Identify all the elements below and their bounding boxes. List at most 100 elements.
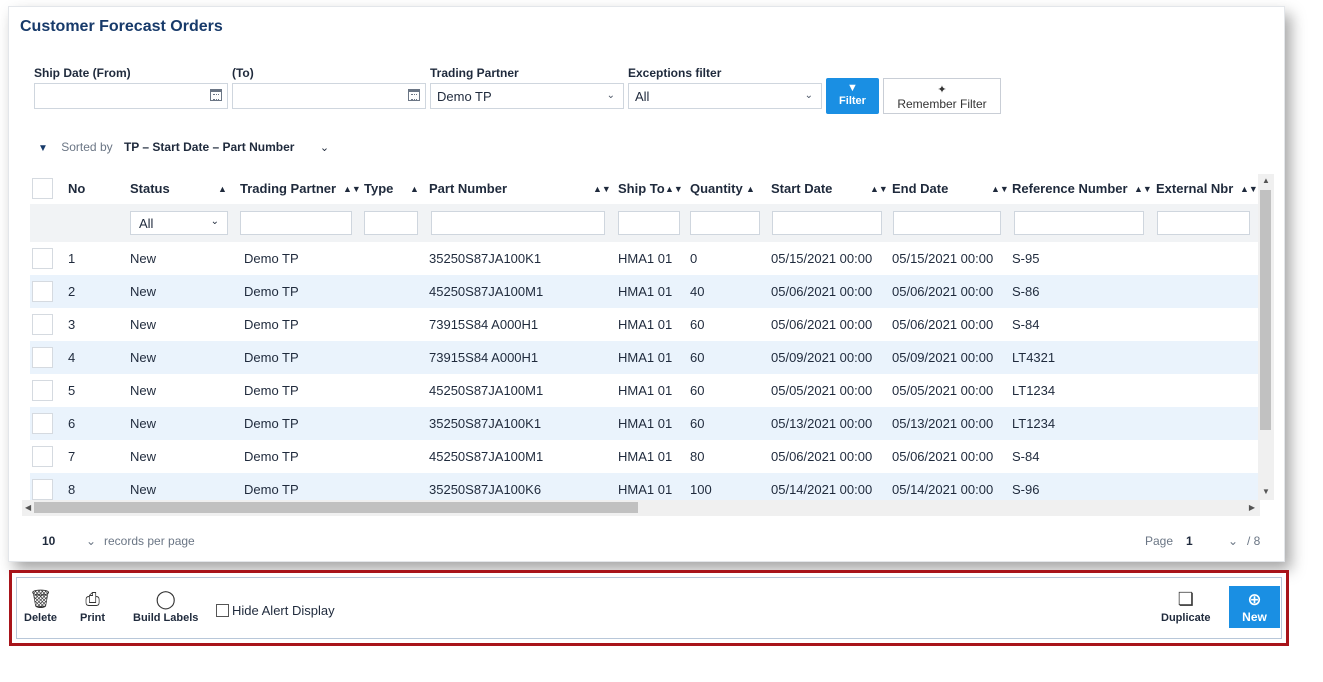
cell-ship-to: HMA1 01 [618,383,673,398]
row-checkbox[interactable] [32,380,53,401]
exceptions-filter-select[interactable]: All ⌄ [628,83,822,109]
status-filter-value: All [139,216,154,231]
cell-reference-number: S-95 [1012,251,1040,266]
sort-row[interactable]: ▼ Sorted by TP – Start Date – Part Numbe… [38,140,329,154]
cell-start-date: 05/06/2021 00:00 [771,317,873,332]
part-number-filter-input[interactable] [431,211,605,235]
remember-filter-button[interactable]: ✦ Remember Filter [883,78,1001,114]
col-no[interactable]: No [68,181,86,196]
sort-icon[interactable]: ▲▼ [593,184,611,194]
cell-no: 4 [68,350,76,365]
duplicate-button[interactable]: ❏ Duplicate [1161,588,1211,624]
table-row[interactable]: 1 New Demo TP 35250S87JA100K1 HMA1 01 0 05/15/… [30,242,1260,275]
type-filter-input[interactable] [364,211,418,235]
cell-start-date: 05/14/2021 00:00 [771,482,873,497]
sort-icon[interactable]: ▲▼ [991,184,1009,194]
cell-status: New [130,350,157,365]
cell-part-number: 45250S87JA100M1 [429,383,544,398]
col-external-nbr[interactable]: External Nbr [1156,181,1234,196]
cell-trading-partner: Demo TP [244,482,299,497]
vertical-scroll-thumb[interactable] [1260,190,1271,430]
table-row[interactable]: 2 New Demo TP 45250S87JA100M1 HMA1 01 40 05/06… [30,275,1260,308]
col-end-date[interactable]: End Date [892,181,949,196]
records-per-page-select[interactable]: 10 [42,534,56,548]
scroll-up-icon[interactable]: ▲ [1262,176,1270,185]
quantity-filter-input[interactable] [690,211,760,235]
col-start-date[interactable]: Start Date [771,181,833,196]
scroll-left-icon[interactable]: ◀ [25,503,32,512]
table-row[interactable]: 6 New Demo TP 35250S87JA100K1 HMA1 01 60 05/13… [30,407,1260,440]
cell-quantity: 40 [690,284,705,299]
row-checkbox[interactable] [32,248,53,269]
build-labels-button[interactable]: ◯ Build Labels [133,588,198,624]
row-checkbox[interactable] [32,479,53,500]
table-row[interactable]: 4 New Demo TP 73915S84 A000H1 HMA1 01 60 05/09… [30,341,1260,374]
row-checkbox[interactable] [32,281,53,302]
vertical-scrollbar[interactable]: ▲ ▼ [1258,174,1274,500]
status-filter-select[interactable]: All ⌄ [130,211,228,235]
table-row[interactable]: 7 New Demo TP 45250S87JA100M1 HMA1 01 80 05/06… [30,440,1260,473]
col-trading-partner[interactable]: Trading Partner [240,181,337,196]
row-checkbox[interactable] [32,314,53,335]
page-select[interactable]: 1 [1186,534,1193,548]
select-all-checkbox[interactable] [32,178,53,199]
checkbox-box[interactable] [216,604,229,617]
col-type[interactable]: Type [364,181,394,196]
sort-icon[interactable]: ▲▼ [1240,184,1258,194]
cell-quantity: 60 [690,383,705,398]
chevron-down-icon[interactable]: ⌄ [86,534,97,548]
col-part-number[interactable]: Part Number [429,181,508,196]
cell-quantity: 80 [690,449,705,464]
chevron-down-icon: ⌄ [210,216,219,227]
duplicate-label: Duplicate [1161,612,1211,624]
sort-icon[interactable]: ▲▼ [870,184,888,194]
row-checkbox[interactable] [32,446,53,467]
build-labels-label: Build Labels [133,612,199,624]
ship-date-to-input[interactable] [232,83,426,109]
scroll-right-icon[interactable]: ▶ [1248,503,1255,512]
ship-date-from-input[interactable] [34,83,228,109]
copy-icon: ❏ [1177,589,1194,609]
filter-button-label: Filter [839,95,866,107]
calendar-icon[interactable] [408,89,420,101]
calendar-icon[interactable] [210,89,222,101]
sort-asc-icon[interactable]: ▲ [746,184,755,194]
scroll-down-icon[interactable]: ▼ [1262,487,1270,496]
ship-to-filter-input[interactable] [618,211,680,235]
filter-button[interactable]: ▼ Filter [826,78,879,114]
table-row[interactable]: 8 New Demo TP 35250S87JA100K6 HMA1 01 100 05/1… [30,473,1260,500]
row-checkbox[interactable] [32,413,53,434]
cell-end-date: 05/14/2021 00:00 [892,482,994,497]
sort-icon[interactable]: ▲▼ [1134,184,1152,194]
col-status[interactable]: Status [130,181,170,196]
horizontal-scroll-thumb[interactable] [34,502,638,513]
reference-number-filter-input[interactable] [1014,211,1144,235]
horizontal-scrollbar[interactable]: ◀ ▶ [22,500,1260,516]
chevron-down-icon: ⌄ [319,142,330,154]
start-date-filter-input[interactable] [772,211,882,235]
external-nbr-filter-input[interactable] [1157,211,1250,235]
delete-button[interactable]: 🗑 Delete [24,588,57,624]
col-ship-to[interactable]: Ship To [618,181,665,196]
hide-alert-checkbox[interactable]: Hide Alert Display [216,603,335,618]
ship-date-from-label: Ship Date (From) [34,66,131,80]
cell-end-date: 05/05/2021 00:00 [892,383,994,398]
sort-icon[interactable]: ▲▼ [665,184,683,194]
sort-asc-icon[interactable]: ▲ [410,184,419,194]
table-row[interactable]: 3 New Demo TP 73915S84 A000H1 HMA1 01 60 05/06… [30,308,1260,341]
chevron-down-icon[interactable]: ⌄ [1228,534,1239,548]
col-reference-number[interactable]: Reference Number [1012,181,1128,196]
trading-partner-select[interactable]: Demo TP ⌄ [430,83,624,109]
sort-icon[interactable]: ▲▼ [343,184,361,194]
cell-end-date: 05/06/2021 00:00 [892,317,994,332]
table-row[interactable]: 5 New Demo TP 45250S87JA100M1 HMA1 01 60 05/05… [30,374,1260,407]
cell-part-number: 35250S87JA100K6 [429,482,542,497]
trading-partner-filter-input[interactable] [240,211,352,235]
cell-status: New [130,251,157,266]
sort-asc-icon[interactable]: ▲ [218,184,227,194]
print-button[interactable]: ⎙ Print [80,588,105,624]
new-button[interactable]: ⊕ New [1229,586,1280,628]
row-checkbox[interactable] [32,347,53,368]
col-quantity[interactable]: Quantity [690,181,743,196]
end-date-filter-input[interactable] [893,211,1001,235]
